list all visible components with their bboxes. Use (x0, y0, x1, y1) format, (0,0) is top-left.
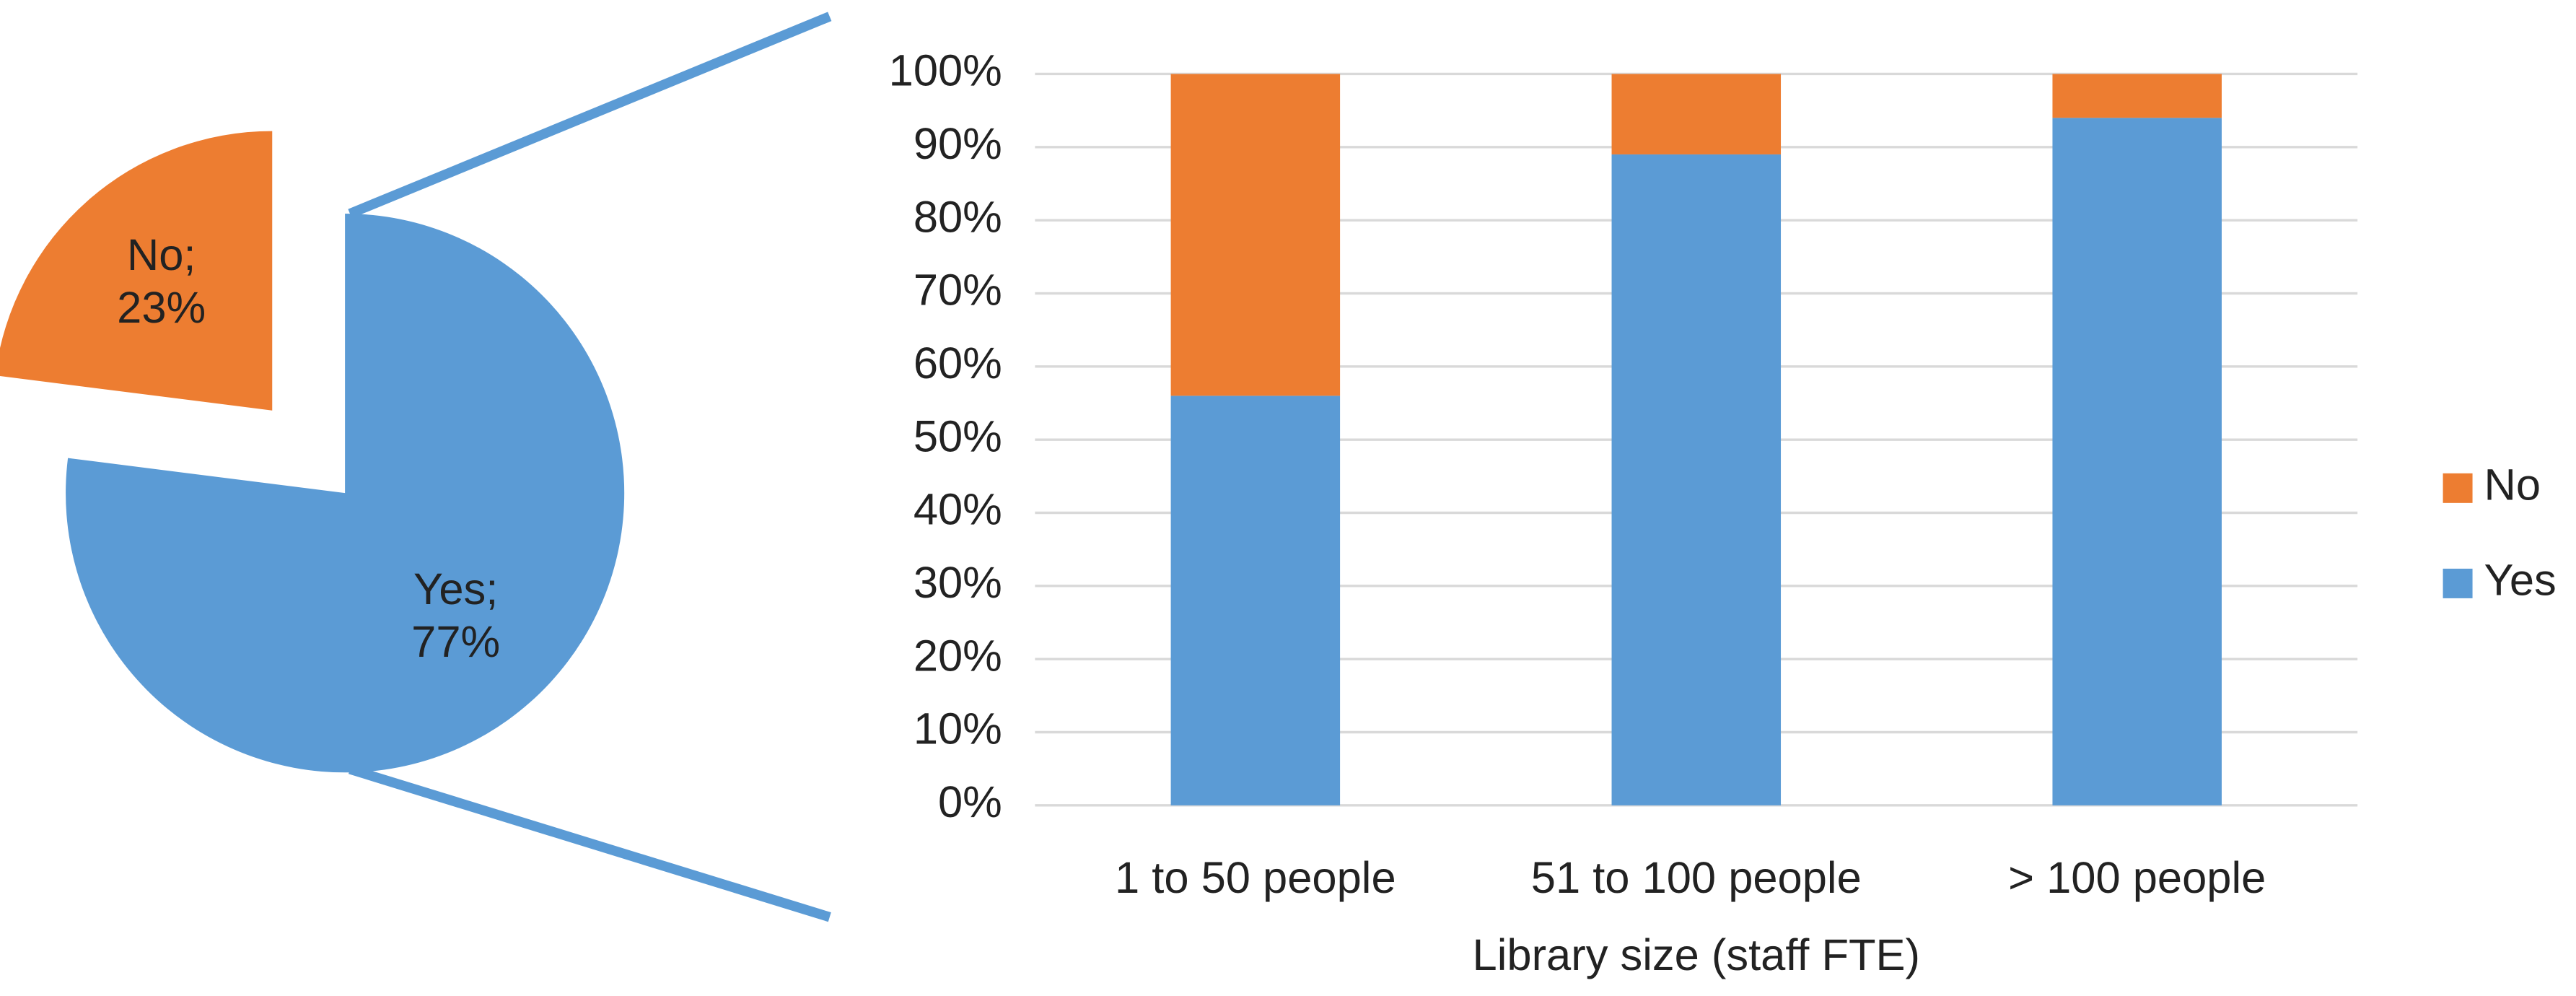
legend-swatch (2443, 568, 2473, 598)
legend-swatch (2443, 473, 2473, 503)
bar-segment (1170, 74, 1341, 396)
y-tick-label: 70% (914, 266, 1002, 315)
label-line: Yes; (413, 564, 498, 614)
label-line: No; (127, 230, 196, 280)
bar-segment (2052, 74, 2222, 118)
y-tick-label: 0% (938, 777, 1002, 827)
pie-slice (66, 214, 625, 773)
x-tick-label: 1 to 50 people (1115, 853, 1396, 903)
x-tick-label: > 100 people (2008, 853, 2266, 903)
y-tick-label: 30% (914, 558, 1002, 608)
y-tick-label: 10% (914, 704, 1002, 754)
connector-line (348, 12, 832, 219)
x-axis-title: Library size (staff FTE) (1473, 930, 1920, 980)
data-label: Yes; 77% (411, 564, 500, 667)
y-tick-label: 90% (914, 119, 1002, 169)
label-line: 23% (117, 283, 206, 333)
bar-segment (1611, 154, 1782, 805)
connector-line (348, 764, 831, 922)
legend-label: No (2484, 460, 2541, 510)
y-tick-label: 100% (889, 46, 1002, 96)
x-tick-label: 51 to 100 people (1531, 853, 1862, 903)
legend-label: Yes (2484, 556, 2557, 606)
label-line: 77% (411, 617, 500, 667)
bar-segment (2052, 118, 2222, 805)
y-tick-label: 60% (914, 338, 1002, 388)
bar-segment (1611, 74, 1782, 154)
y-tick-label: 50% (914, 411, 1002, 461)
data-label: No; 23% (117, 230, 206, 333)
y-tick-label: 40% (914, 485, 1002, 535)
pie-slice (0, 131, 273, 411)
bar-segment (1170, 396, 1341, 805)
y-tick-label: 80% (914, 192, 1002, 242)
y-tick-label: 20% (914, 631, 1002, 681)
